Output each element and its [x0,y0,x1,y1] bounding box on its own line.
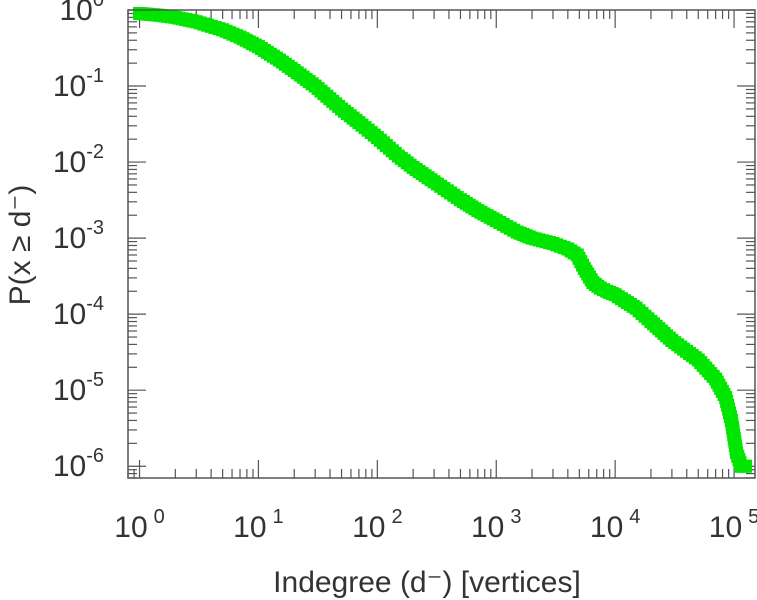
y-tick-label: 10-3 [53,217,104,255]
axis-ticks [127,9,755,479]
x-tick-label: 10 4 [590,506,641,544]
x-axis-label: Indegree (d⁻) [vertices] [273,566,581,599]
y-tick-label: 100 [60,0,105,27]
y-axis-label: P(x ≥ d⁻) [4,185,37,306]
x-tick-label: 10 1 [233,506,284,544]
plot-frame [127,9,756,479]
x-tick-labels: 10 0 10 1 10 2 10 3 10 4 10 5 [114,506,757,544]
x-tick-label: 10 5 [709,506,757,544]
y-tick-labels: 100 10-1 10-2 10-3 10-4 10-5 10-6 [53,0,104,483]
y-tick-label: 10-1 [53,65,104,103]
x-tick-label: 10 2 [352,506,403,544]
y-tick-label: 10-5 [53,369,104,407]
x-tick-label: 10 0 [114,506,165,544]
y-tick-label: 10-4 [53,293,104,331]
y-tick-label: 10-6 [53,445,104,483]
data-series [133,6,753,473]
y-tick-label: 10-2 [53,141,104,179]
x-tick-label: 10 3 [471,506,522,544]
data-point [739,459,753,473]
